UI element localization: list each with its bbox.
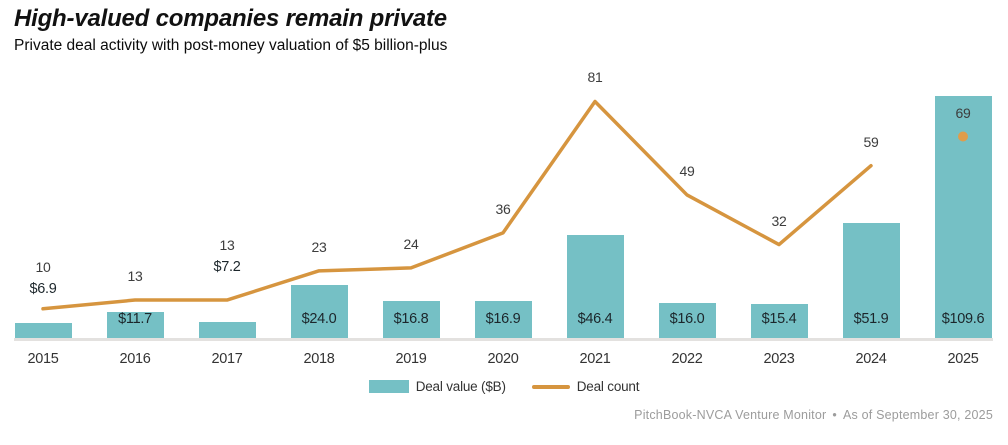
- deal-count-label-2017: 13: [219, 237, 235, 254]
- bar-2016: [106, 312, 164, 338]
- source-name: PitchBook-NVCA Venture Monitor: [634, 408, 827, 422]
- deal-count-label-2022: 49: [679, 162, 695, 179]
- bar-value-label-2020: $16.9: [485, 311, 521, 327]
- bar-value-label-2015: $6.9: [29, 280, 57, 297]
- bar-value-label-2024: $51.9: [853, 311, 889, 327]
- legend: Deal value ($B) Deal count: [0, 379, 1008, 394]
- deal-count-label-2023: 32: [771, 212, 787, 229]
- x-axis-label-2024: 2024: [855, 351, 887, 367]
- bar-2015: [14, 322, 72, 338]
- deal-count-label-2020: 36: [495, 200, 511, 217]
- source-bullet: •: [832, 408, 837, 422]
- x-axis-label-2020: 2020: [487, 351, 519, 367]
- x-axis-label-2018: 2018: [303, 351, 335, 367]
- bar-2025: [934, 95, 992, 338]
- x-axis-label-2022: 2022: [671, 351, 703, 367]
- deal-count-label-2021: 81: [587, 69, 603, 86]
- deal-count-label-2015: 10: [35, 258, 51, 275]
- deal-count-label-2025: 69: [955, 104, 971, 121]
- bar-value-label-2019: $16.8: [393, 311, 429, 327]
- deal-value-swatch-icon: [368, 380, 409, 393]
- legend-item-deal-count: Deal count: [531, 379, 640, 394]
- x-axis-label-2021: 2021: [579, 351, 611, 367]
- bar-value-label-2022: $16.0: [669, 311, 705, 327]
- x-axis-label-2015: 2015: [27, 351, 59, 367]
- source-as-of-date: As of September 30, 2025: [842, 408, 993, 422]
- bar-value-label-2018: $24.0: [301, 311, 337, 327]
- deal-count-label-2016: 13: [127, 268, 143, 285]
- x-axis-label-2023: 2023: [763, 351, 795, 367]
- bar-value-label-2016: $11.7: [118, 311, 152, 327]
- x-axis-baseline: [14, 338, 993, 341]
- bar-value-label-2021: $46.4: [577, 311, 613, 327]
- legend-item-deal-value: Deal value ($B): [368, 379, 506, 394]
- bar-value-label-2017: $7.2: [213, 259, 241, 276]
- bar-2017: [198, 322, 256, 338]
- x-axis-label-2025: 2025: [947, 351, 979, 367]
- deal-count-label-2019: 24: [403, 235, 419, 252]
- deal-count-label-2018: 23: [311, 238, 327, 255]
- bar-value-label-2025: $109.6: [941, 311, 985, 327]
- x-axis-label-2019: 2019: [395, 351, 427, 367]
- deal-count-swatch-icon: [531, 384, 570, 389]
- chart-subtitle: Private deal activity with post-money va…: [14, 37, 448, 54]
- deal-count-label-2024: 59: [863, 133, 879, 150]
- legend-label-deal-count: Deal count: [576, 379, 640, 394]
- legend-label-deal-value: Deal value ($B): [415, 379, 506, 394]
- source-attribution: PitchBook-NVCA Venture Monitor • As of Sep…: [634, 408, 993, 422]
- chart-title: High-valued companies remain private: [14, 5, 447, 32]
- x-axis-label-2017: 2017: [211, 351, 243, 367]
- bar-value-label-2023: $15.4: [761, 311, 797, 327]
- x-axis-label-2016: 2016: [119, 351, 151, 367]
